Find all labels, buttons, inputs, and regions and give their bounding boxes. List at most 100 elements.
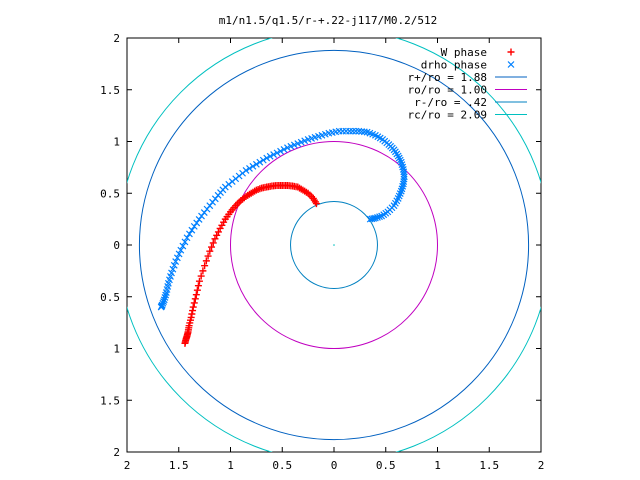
- point-1-17-1: [352, 127, 360, 135]
- reference-circles: [127, 38, 541, 452]
- point-1-34-1: [188, 226, 196, 234]
- point-1-25: [273, 149, 281, 157]
- point-1-25-2: [266, 152, 274, 160]
- legend-label: W phase: [441, 46, 487, 59]
- x-tick-label: 2: [538, 459, 545, 472]
- point-0-21: [206, 247, 214, 255]
- x-tick-label: 0.5: [272, 459, 292, 472]
- point-1-40: [162, 289, 170, 297]
- point-1-10-1: [396, 156, 404, 164]
- point-1-26: [263, 154, 271, 162]
- point-0-24: [192, 291, 200, 299]
- y-tick-label: 1: [113, 343, 120, 356]
- point-1-33-2: [193, 219, 201, 227]
- point-1-27-1: [249, 162, 257, 170]
- point-1-24-2: [277, 147, 284, 155]
- point-1-35-1: [181, 238, 189, 246]
- point-0-19-1: [214, 228, 222, 236]
- legend-label: r+/ro = 1.88: [408, 71, 487, 84]
- point-1-36-1: [175, 250, 183, 258]
- point-1-9: [399, 166, 407, 173]
- y-tick-label: 0.5: [100, 187, 120, 200]
- y-tick-label: 1: [113, 136, 120, 149]
- point-1-36-2: [173, 254, 181, 262]
- point-1-1: [371, 214, 379, 222]
- point-1-1-2: [376, 213, 383, 221]
- y-tick-label: 1.5: [100, 84, 120, 97]
- point-0-23: [195, 277, 203, 285]
- point-1-34: [190, 222, 198, 230]
- legend-label: r-/ro = .42: [414, 96, 487, 109]
- x-tick-label: 1.5: [169, 459, 189, 472]
- y-tick-label: 0: [113, 239, 120, 252]
- point-0-22-1: [199, 267, 207, 275]
- x-tick-label: 1.5: [479, 459, 499, 472]
- x-tick-label: 1: [227, 459, 234, 472]
- point-1-16: [363, 128, 371, 136]
- data-points: [157, 127, 408, 347]
- point-1-35: [183, 234, 191, 242]
- point-0-23-1: [194, 282, 202, 290]
- point-1-34-2: [186, 230, 193, 238]
- point-1-16-1: [360, 128, 368, 136]
- x-tick-label: 0.5: [376, 459, 396, 472]
- point-1-17-2: [349, 127, 357, 135]
- point-1-6: [397, 187, 405, 195]
- point-1-16-2: [358, 128, 366, 135]
- series-0: [181, 181, 320, 347]
- point-0-22-2: [197, 272, 205, 280]
- circle-1: [230, 141, 438, 349]
- y-tick-label: 0.5: [100, 291, 120, 304]
- series-1: [157, 127, 408, 311]
- point-1-37-1: [170, 261, 178, 269]
- circle-0: [138, 49, 530, 441]
- point-0-24-1: [191, 295, 199, 303]
- point-1-24-1: [280, 146, 288, 153]
- point-1-10: [397, 158, 405, 166]
- point-1-26-2: [256, 158, 264, 166]
- point-1-27-2: [246, 164, 253, 172]
- point-1-26-1: [259, 156, 267, 164]
- point-1-33-1: [195, 216, 203, 223]
- point-1-10-2: [395, 154, 403, 162]
- point-1-33: [198, 212, 205, 220]
- point-1-37-2: [169, 265, 177, 273]
- x-tick-label: 2: [124, 459, 131, 472]
- chart-title: m1/n1.5/q1.5/r-+.22-j117/M0.2/512: [219, 14, 438, 27]
- point-0-24-2: [190, 299, 198, 307]
- point-0-20: [211, 235, 219, 243]
- center-dot: [333, 244, 335, 246]
- point-1-35-2: [179, 242, 187, 250]
- point-1-36: [177, 246, 185, 254]
- point-0-23-2: [193, 286, 201, 294]
- axis-ticks: 2 1.5 1 0.5 0 0.5 1 1.5 221.510.500.511.52: [100, 32, 544, 472]
- point-1-25-1: [270, 151, 278, 159]
- legend-symbol-plus: [507, 48, 515, 56]
- y-tick-label: 2: [113, 446, 120, 459]
- point-1-17: [355, 127, 363, 135]
- point-1-27: [252, 160, 260, 168]
- y-tick-label: 2: [113, 32, 120, 45]
- point-0-21-2: [202, 257, 210, 265]
- point-1-6-1: [398, 185, 406, 193]
- point-1-37: [172, 258, 180, 265]
- point-0-22: [201, 262, 209, 270]
- legend-symbol-cross: [507, 61, 515, 68]
- point-1-40-2: [161, 294, 169, 301]
- x-tick-label: 1: [434, 459, 441, 472]
- point-0-19-2: [213, 231, 221, 239]
- point-0-21-1: [204, 252, 212, 260]
- x-tick-label: 0: [331, 459, 338, 472]
- point-1-40-1: [162, 291, 170, 299]
- point-0-31: [181, 339, 189, 347]
- legend-label: rc/ro = 2.09: [408, 109, 487, 122]
- point-0-20-1: [209, 239, 217, 247]
- point-1-43: [157, 303, 165, 311]
- point-1-1-1: [374, 213, 381, 221]
- point-1-24: [284, 144, 291, 152]
- y-tick-label: 1.5: [100, 394, 120, 407]
- point-1-9-1: [399, 163, 407, 171]
- point-0-20-2: [208, 243, 216, 251]
